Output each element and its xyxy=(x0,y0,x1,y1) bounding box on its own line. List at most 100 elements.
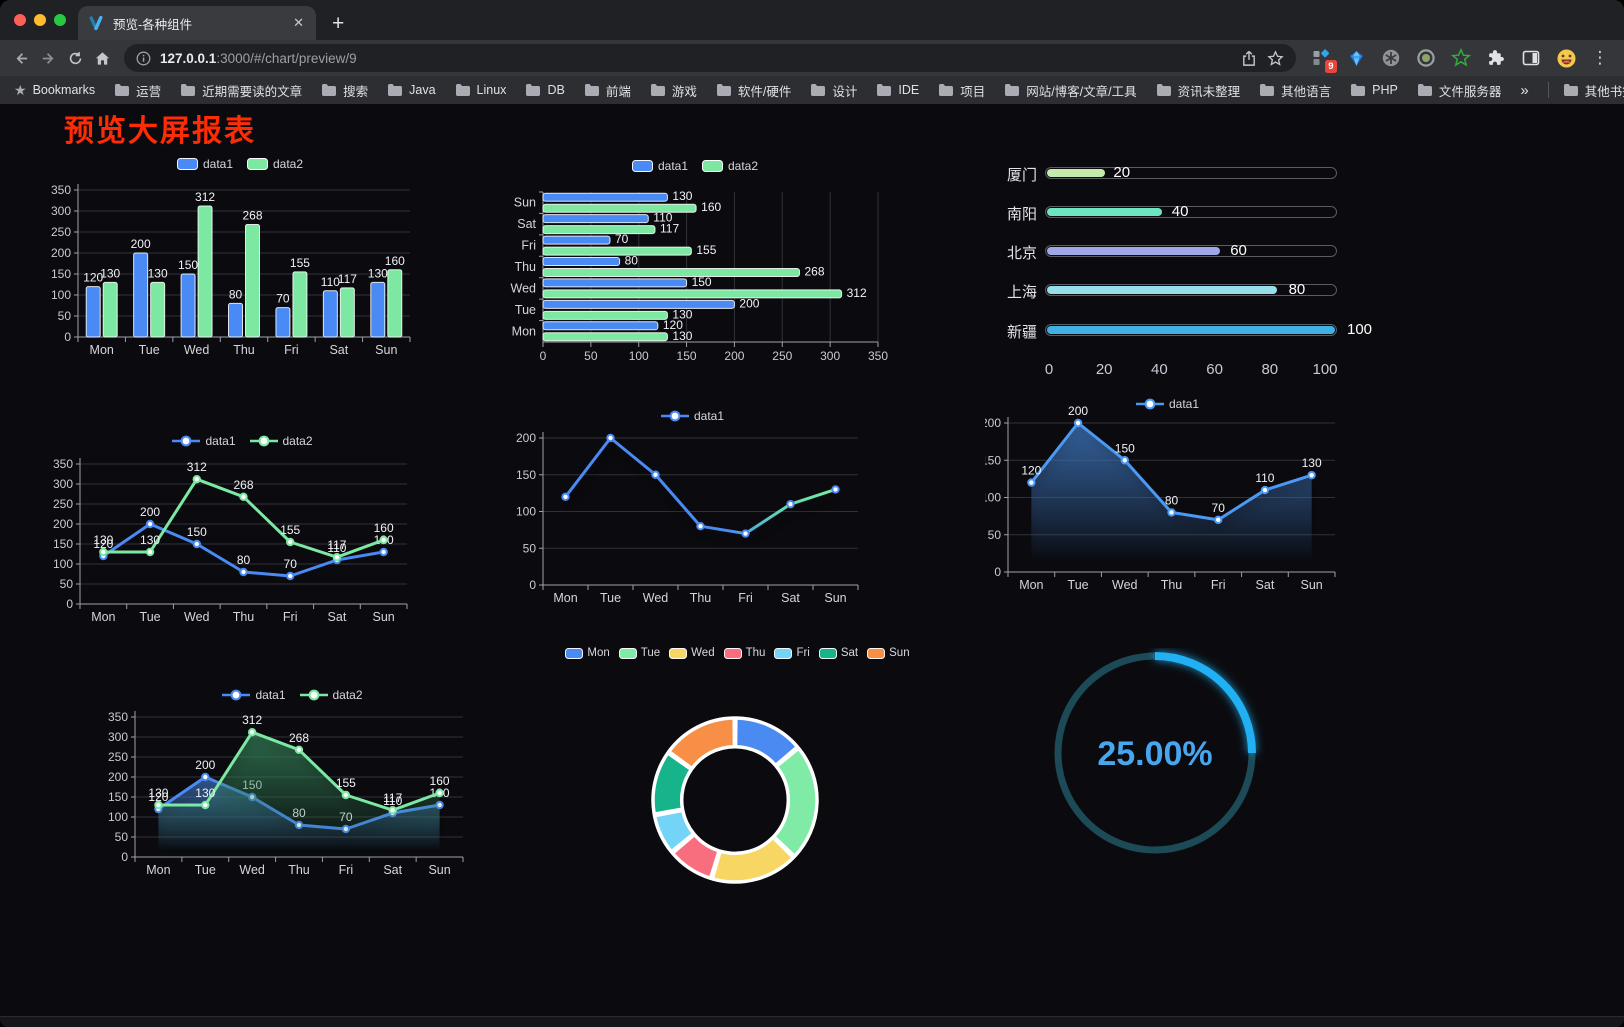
legend-item-data1[interactable]: data1 xyxy=(631,159,688,173)
folder-icon xyxy=(1417,84,1432,96)
svg-text:Thu: Thu xyxy=(1161,578,1183,592)
legend-item-data1[interactable]: data1 xyxy=(660,409,724,423)
close-window-button[interactable] xyxy=(14,14,26,26)
svg-text:350: 350 xyxy=(868,349,888,363)
legend-label: Sun xyxy=(889,647,910,659)
svg-text:200: 200 xyxy=(53,517,73,531)
svg-text:250: 250 xyxy=(108,750,128,764)
progress-row-label: 南阳 xyxy=(1006,206,1037,223)
bookmark-folder-label: Java xyxy=(409,83,436,97)
extensions-puzzle-icon[interactable] xyxy=(1485,47,1507,69)
svg-text:Thu: Thu xyxy=(690,591,712,605)
svg-text:200: 200 xyxy=(195,758,215,772)
svg-text:160: 160 xyxy=(701,200,721,214)
legend-item-Tue[interactable]: Tue xyxy=(618,647,660,659)
legend-item-data2[interactable]: data2 xyxy=(299,688,363,702)
url-text[interactable]: 127.0.0.1:3000/#/chart/preview/9 xyxy=(160,51,1236,66)
bookmark-folder[interactable]: 运营 xyxy=(114,81,161,100)
progress-fill xyxy=(1047,247,1220,255)
bookmark-folder[interactable]: 文件服务器 xyxy=(1417,81,1501,100)
extension-asterisk-icon[interactable] xyxy=(1380,47,1402,69)
svg-text:0: 0 xyxy=(64,330,71,344)
svg-text:0: 0 xyxy=(529,578,536,592)
legend-item-data1[interactable]: data1 xyxy=(176,157,233,171)
forward-button[interactable] xyxy=(35,45,62,72)
tab-close-icon[interactable]: ✕ xyxy=(293,15,304,30)
legend-line-marker-icon xyxy=(222,689,251,701)
extension-proxy-icon[interactable] xyxy=(1415,47,1437,69)
svg-text:120: 120 xyxy=(93,537,113,551)
legend-label: data2 xyxy=(282,434,313,448)
svg-text:Mon: Mon xyxy=(1019,578,1043,592)
legend-item-data2[interactable]: data2 xyxy=(249,434,313,448)
extension-grid-icon[interactable]: 9 xyxy=(1310,47,1337,73)
bookmark-folder[interactable]: 其他语言 xyxy=(1259,81,1331,100)
svg-text:160: 160 xyxy=(374,521,394,535)
bookmark-folder[interactable]: IDE xyxy=(876,81,919,100)
side-panel-icon[interactable] xyxy=(1520,47,1542,69)
browser-tab[interactable]: 预览-各种组件 ✕ xyxy=(78,6,316,40)
legend-item-data1[interactable]: data1 xyxy=(222,688,286,702)
tab-title: 预览-各种组件 xyxy=(113,17,193,32)
bookmark-folder[interactable]: Linux xyxy=(455,81,506,100)
svg-text:200: 200 xyxy=(739,296,759,310)
maximize-window-button[interactable] xyxy=(54,14,66,26)
legend-item-Wed[interactable]: Wed xyxy=(669,647,715,659)
bookmark-folder[interactable]: DB xyxy=(525,81,565,100)
bookmark-folder[interactable]: 搜索 xyxy=(321,81,368,100)
bookmark-star-icon[interactable] xyxy=(1262,45,1288,71)
site-info-icon[interactable] xyxy=(136,51,151,66)
emoji-extension-icon[interactable] xyxy=(1555,47,1577,69)
other-bookmarks-folder[interactable]: 其他书签 xyxy=(1563,81,1624,100)
bookmark-folder[interactable]: 资讯未整理 xyxy=(1156,81,1240,100)
svg-text:130: 130 xyxy=(140,533,160,547)
svg-text:Sat: Sat xyxy=(328,610,347,624)
legend-item-Mon[interactable]: Mon xyxy=(565,647,610,659)
browser-menu-icon[interactable]: ⋮ xyxy=(1591,48,1609,67)
page-title: 预览大屏报表 xyxy=(64,115,256,148)
back-button[interactable] xyxy=(8,45,35,72)
bookmark-folder[interactable]: 前端 xyxy=(584,81,631,100)
legend-item-Thu[interactable]: Thu xyxy=(723,647,765,659)
folder-icon xyxy=(1563,84,1578,96)
bookmark-folder[interactable]: PHP xyxy=(1350,81,1398,100)
share-icon[interactable] xyxy=(1236,45,1262,71)
tab-favicon-icon xyxy=(89,15,103,31)
legend-item-data2[interactable]: data2 xyxy=(247,157,303,171)
bookmarks-star-icon: ★ xyxy=(14,81,27,98)
bookmark-folder[interactable]: 软件/硬件 xyxy=(716,81,791,100)
folder-icon xyxy=(455,84,470,96)
home-button[interactable] xyxy=(89,45,116,72)
extension-gem-icon[interactable] xyxy=(1345,47,1367,69)
bookmark-folder[interactable]: 设计 xyxy=(810,81,857,100)
legend-item-Sun[interactable]: Sun xyxy=(867,647,910,659)
legend-item-Fri[interactable]: Fri xyxy=(774,647,810,659)
bookmark-folder[interactable]: 游戏 xyxy=(650,81,697,100)
legend-item-data1[interactable]: data1 xyxy=(1135,397,1199,411)
address-bar[interactable]: 127.0.0.1:3000/#/chart/preview/9 xyxy=(124,44,1296,72)
minimize-window-button[interactable] xyxy=(34,14,46,26)
extension-star-icon[interactable] xyxy=(1450,47,1472,69)
bookmark-folder[interactable]: 近期需要读的文章 xyxy=(180,81,302,100)
bookmark-folder[interactable]: Java xyxy=(387,81,436,100)
legend-item-data2[interactable]: data2 xyxy=(702,159,758,173)
svg-text:200: 200 xyxy=(516,431,536,445)
extensions-area: 9 ⋮ xyxy=(1304,47,1616,73)
new-tab-button[interactable]: + xyxy=(332,12,345,35)
bookmark-folder[interactable]: 项目 xyxy=(938,81,985,100)
bookmarks-manager[interactable]: ★ Bookmarks xyxy=(14,82,95,99)
legend-line-marker-icon xyxy=(660,410,689,422)
legend-swatch-icon xyxy=(867,647,886,659)
progress-value: 40 xyxy=(1171,203,1189,220)
legend-item-data1[interactable]: data1 xyxy=(172,434,236,448)
reload-button[interactable] xyxy=(62,45,89,72)
legend-item-Sat[interactable]: Sat xyxy=(818,647,858,659)
bookmarks-overflow-chevron[interactable]: » xyxy=(1520,81,1529,99)
svg-text:Tue: Tue xyxy=(515,303,536,317)
bookmark-folder[interactable]: 网站/博客/文章/工具 xyxy=(1004,81,1137,100)
svg-text:Sat: Sat xyxy=(517,217,536,231)
svg-text:Sun: Sun xyxy=(428,863,450,877)
svg-text:300: 300 xyxy=(820,349,840,363)
svg-text:130: 130 xyxy=(93,533,113,547)
